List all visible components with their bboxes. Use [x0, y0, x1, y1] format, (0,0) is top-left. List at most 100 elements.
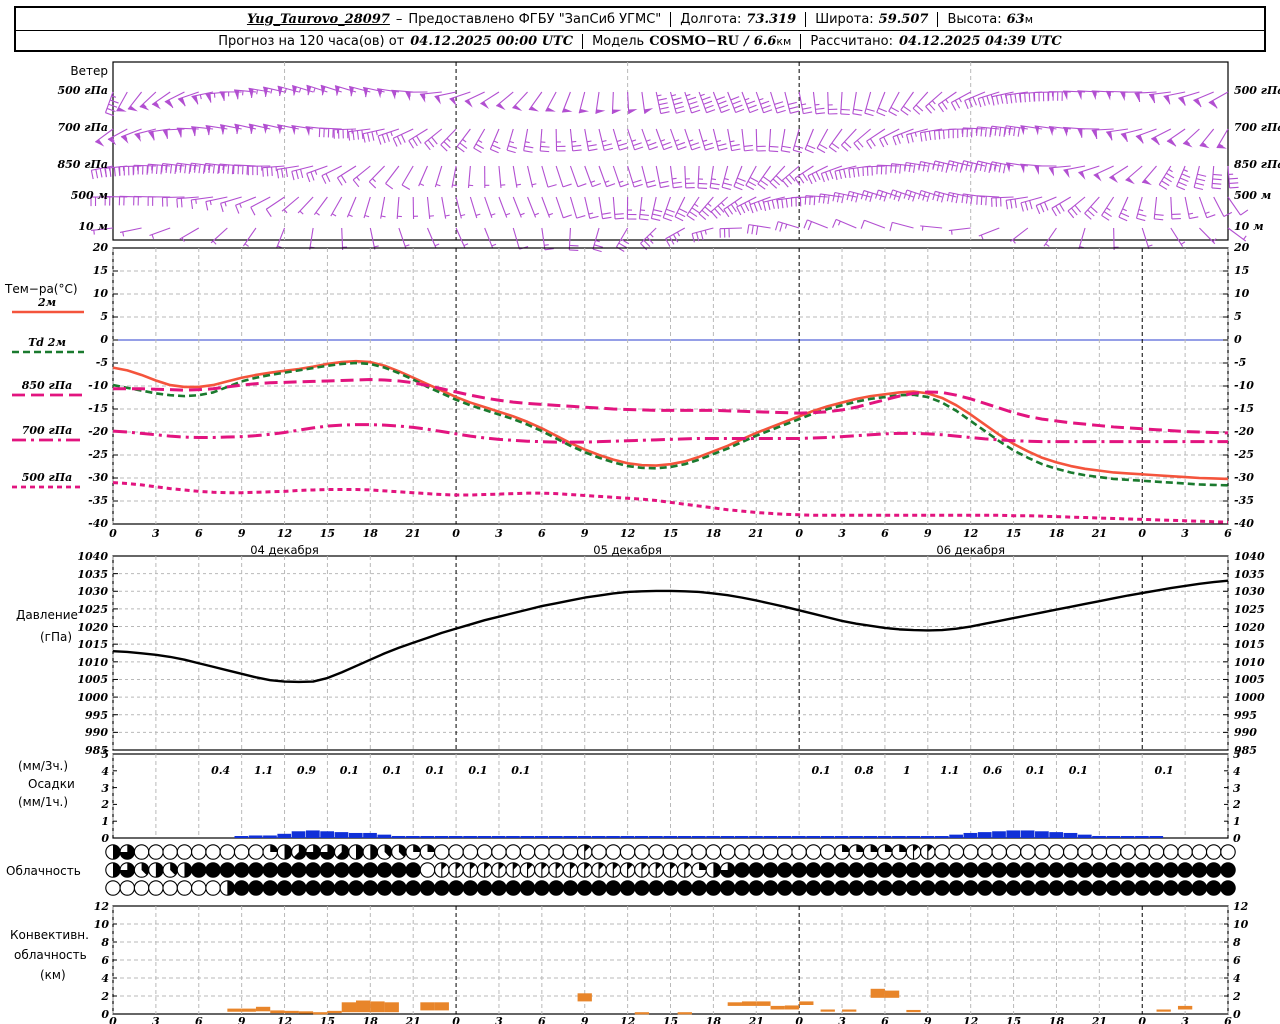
temp-legend-label-3: 700 гПа: [21, 424, 73, 437]
xtick-bottom-7: 21: [405, 1015, 421, 1024]
cloud-symbol-1-76: [1191, 862, 1208, 878]
cloud-symbol-0-61: [977, 844, 993, 860]
wind-barb: [1135, 128, 1157, 144]
wind-barb: [330, 196, 343, 217]
wind-barb: [840, 91, 850, 116]
conv-bar-11: [384, 1002, 399, 1013]
cloud-symbol-2-4: [162, 880, 178, 896]
conv-bar-3: [270, 1010, 285, 1014]
wind-level-label-right-4: 10 м: [1234, 220, 1264, 233]
wind-barb: [1010, 227, 1029, 244]
wind-barb: [441, 196, 450, 219]
conv-bar-21: [784, 1005, 800, 1010]
wind-barb: [1193, 165, 1207, 191]
wind-barb: [749, 196, 771, 214]
pressure-ytick-right-1040: 1040: [1234, 550, 1265, 563]
wind-barb: [242, 227, 257, 247]
xtick-26: 6: [1224, 527, 1232, 540]
wind-barb: [1184, 196, 1199, 220]
wind-barb: [512, 196, 525, 218]
wind-barb: [879, 128, 900, 148]
cloud-symbol-0-8: [219, 844, 236, 860]
wind-barb: [512, 227, 529, 250]
wind-barb: [539, 128, 550, 153]
cloud-symbol-1-19: [376, 862, 393, 878]
cloud-symbol-0-49: [805, 844, 822, 860]
wind-barb: [568, 227, 579, 251]
cloud-symbol-0-46: [762, 844, 779, 860]
xtick-bottom-12: 12: [619, 1015, 636, 1024]
precip-bar: [1149, 836, 1164, 838]
cloud-symbol-2-69: [1091, 880, 1108, 896]
wind-barb: [669, 165, 683, 189]
cloud-symbol-0-58: [934, 844, 950, 860]
cloud-symbol-2-20: [391, 880, 407, 896]
cloud-symbol-1-59: [948, 862, 965, 878]
temp-series-Td 2м: [112, 361, 1229, 487]
precip-bar: [663, 836, 678, 838]
cloud-symbol-1-24: [448, 862, 464, 878]
xtick-18: 6: [881, 527, 889, 540]
conv-bar-6: [313, 1012, 328, 1015]
temp-ytick--20: -20: [88, 425, 108, 438]
wind-barb: [523, 128, 534, 153]
cloud-symbol-1-73: [1148, 862, 1165, 878]
wind-barb: [641, 128, 658, 151]
precip-value-9: 0.8: [854, 764, 874, 777]
wind-barb: [964, 91, 986, 109]
precip-bar: [820, 836, 835, 838]
precip-bar: [934, 836, 949, 838]
cloud-symbol-1-53: [862, 862, 879, 878]
cloud-symbol-0-62: [991, 844, 1008, 860]
xtick-bottom-22: 18: [1048, 1015, 1065, 1024]
wind-barb: [669, 128, 687, 151]
cloud-symbol-0-25: [462, 844, 479, 860]
xtick-bottom-6: 18: [362, 1015, 378, 1024]
cloud-symbol-0-11: [262, 844, 278, 860]
temp-ytick--40: -40: [88, 517, 108, 530]
xtick-bottom-9: 3: [495, 1015, 503, 1024]
cloud-symbol-0-42: [705, 844, 722, 860]
wind-barb: [755, 91, 773, 114]
wind-barb: [925, 91, 943, 114]
cloud-symbol-1-56: [905, 862, 922, 878]
wind-barb: [792, 128, 804, 154]
wind-barb: [498, 165, 506, 188]
cloud-symbol-1-3: [148, 862, 164, 878]
cloud-symbol-2-67: [1063, 880, 1079, 896]
wind-barb: [598, 128, 614, 151]
cloud-symbol-1-8: [219, 862, 236, 878]
cloud-symbol-2-64: [1020, 880, 1036, 896]
wind-barb: [512, 165, 521, 188]
wind-barb: [1227, 227, 1247, 242]
cloud-symbol-2-44: [734, 880, 750, 896]
temp-ytick-right--35: -35: [1234, 494, 1254, 507]
conv-bar-14: [577, 993, 592, 1002]
cloud-symbol-0-4: [162, 844, 178, 860]
cloud-symbol-0-69: [1091, 844, 1108, 860]
temp-ytick-20: 20: [92, 241, 108, 254]
cloud-symbol-1-29: [519, 862, 536, 878]
temp-ytick-right-15: 15: [1234, 264, 1250, 277]
cloud-symbol-1-30: [534, 862, 550, 878]
wind-barb: [640, 227, 657, 251]
header-row-forecast: Прогноз на 120 часа(ов) от 04.12.2025 00…: [16, 31, 1264, 52]
cloud-symbol-0-60: [962, 844, 979, 860]
cloud-symbol-2-57: [920, 880, 936, 896]
precip-ytick-2: 2: [101, 798, 109, 812]
precip-value-7: 0.1: [511, 764, 531, 777]
precip-bar: [649, 836, 663, 838]
altitude-value: 63: [1006, 11, 1025, 27]
cloud-symbol-1-12: [276, 862, 293, 878]
wind-barb: [827, 91, 838, 115]
cloud-symbol-0-1: [119, 844, 136, 860]
conv-bar-7: [327, 1010, 342, 1014]
wind-barb: [592, 227, 604, 253]
xtick-10: 6: [538, 527, 546, 540]
cloud-symbol-1-27: [491, 862, 507, 878]
cloud-symbol-2-43: [719, 880, 736, 896]
wind-barb: [774, 221, 800, 232]
xtick-bottom-14: 18: [705, 1015, 722, 1024]
cloud-symbol-1-44: [734, 862, 750, 878]
wind-barb: [489, 128, 501, 154]
